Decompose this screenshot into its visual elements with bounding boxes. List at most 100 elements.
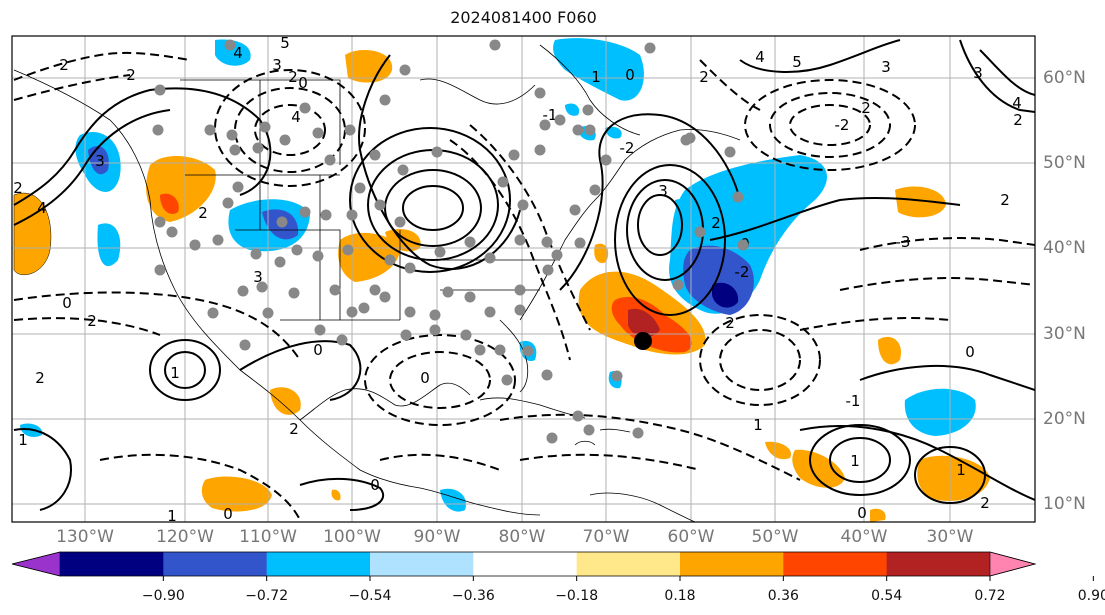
- contour-label: 5: [792, 53, 802, 71]
- colorbar-cell: [680, 552, 784, 576]
- contour-label: 5: [280, 34, 290, 52]
- contour-label: 4: [37, 199, 47, 217]
- lon-label: 100°W: [323, 527, 381, 547]
- contour-label: -2: [620, 139, 635, 157]
- contour-label: 2: [126, 66, 136, 84]
- contour-label: -2: [835, 116, 850, 134]
- storm-center-marker: [634, 332, 652, 350]
- map-title: 2024081400 F060: [450, 8, 597, 27]
- contour-label: 4: [233, 44, 243, 62]
- station-dot: [569, 204, 581, 216]
- contour-label: 2: [35, 369, 45, 387]
- station-dot: [600, 154, 612, 166]
- colorbar-tick-label: −0.72: [245, 588, 289, 604]
- contour-label: 0: [223, 505, 233, 523]
- station-dot: [541, 369, 553, 381]
- station-dot: [632, 427, 644, 439]
- station-dot: [342, 244, 354, 256]
- contour-label: 1: [167, 507, 177, 525]
- station-dot: [522, 345, 534, 357]
- station-dot: [252, 142, 264, 154]
- colorbar-cell: [163, 552, 268, 576]
- contour-label: 3: [272, 56, 282, 74]
- station-dot: [484, 306, 496, 318]
- station-dot: [354, 182, 366, 194]
- contour-label: 2: [1000, 191, 1010, 209]
- contour-label: 1: [850, 452, 860, 470]
- shaded-anomaly-fields: [13, 38, 990, 522]
- station-dot: [737, 239, 749, 251]
- station-dot: [554, 114, 566, 126]
- station-dot: [434, 246, 446, 258]
- station-dot: [189, 239, 201, 251]
- map-background: [12, 36, 1035, 522]
- station-dot: [374, 199, 386, 211]
- station-dot: [384, 254, 396, 266]
- contour-label: 0: [965, 343, 975, 361]
- colorbar-extend-low: [11, 551, 61, 577]
- station-dot: [574, 237, 586, 249]
- station-dot: [489, 39, 501, 51]
- station-dot: [501, 374, 513, 386]
- station-dot: [299, 102, 311, 114]
- station-dot: [320, 209, 332, 221]
- lon-label: 110°W: [239, 527, 297, 547]
- station-dot: [517, 199, 529, 211]
- station-dot: [259, 121, 271, 133]
- station-dot: [464, 236, 476, 248]
- contour-label: 2: [13, 179, 23, 197]
- colorbar-cell: [576, 552, 681, 576]
- lat-label: 10°N: [1043, 494, 1086, 514]
- lon-label: 120°W: [156, 527, 214, 547]
- lat-label: 30°N: [1043, 324, 1086, 344]
- station-dot: [299, 206, 311, 218]
- contour-label: 3: [658, 182, 668, 200]
- station-dot: [314, 324, 326, 336]
- station-dot: [541, 236, 553, 248]
- station-dot: [399, 64, 411, 76]
- station-dot: [542, 264, 554, 276]
- station-dot: [154, 216, 166, 228]
- station-dot: [256, 281, 268, 293]
- station-dot: [276, 216, 288, 228]
- contour-label: 3: [95, 152, 105, 170]
- map-frame: [11, 35, 1036, 523]
- station-dot: [494, 344, 506, 356]
- contour-label: -1: [543, 106, 558, 124]
- contour-label: 3: [881, 58, 891, 76]
- station-dot: [680, 134, 692, 146]
- station-dot: [442, 286, 454, 298]
- station-dot: [582, 104, 594, 116]
- station-dot: [226, 129, 238, 141]
- station-dot: [694, 226, 706, 238]
- station-dot: [239, 339, 251, 351]
- station-dot: [732, 191, 744, 203]
- contour-label: -2: [735, 263, 750, 281]
- colorbar-cell: [886, 552, 991, 576]
- contour-label: 2: [289, 420, 299, 438]
- contour-label: 1: [956, 461, 966, 479]
- station-dot: [344, 124, 356, 136]
- colorbar-tick-label: −0.54: [348, 588, 392, 604]
- station-dot: [394, 216, 406, 228]
- lon-label: 80°W: [498, 527, 546, 547]
- contour-label: 2: [699, 68, 709, 86]
- station-dot: [583, 424, 595, 436]
- weather-map: 5 4 3 2 4 2 2 3 4 2 2 3 0 2 2 1 1 0 2 0 …: [11, 34, 1036, 525]
- station-dot: [154, 84, 166, 96]
- station-dot: [329, 284, 341, 296]
- colorbar-cell: [783, 552, 888, 576]
- lat-label: 50°N: [1043, 153, 1086, 173]
- station-dot: [291, 244, 303, 256]
- station-dot: [589, 184, 601, 196]
- lon-label: 50°W: [751, 527, 799, 547]
- lon-label: 130°W: [56, 527, 114, 547]
- contour-label: 0: [298, 74, 308, 92]
- contour-label: 2: [87, 312, 97, 330]
- station-dot: [611, 370, 623, 382]
- contour-label: 2: [1013, 111, 1023, 129]
- lon-label: 40°W: [840, 527, 888, 547]
- colorbar-tick-label: −0.36: [451, 588, 495, 604]
- station-dot: [464, 291, 476, 303]
- station-dot: [429, 324, 441, 336]
